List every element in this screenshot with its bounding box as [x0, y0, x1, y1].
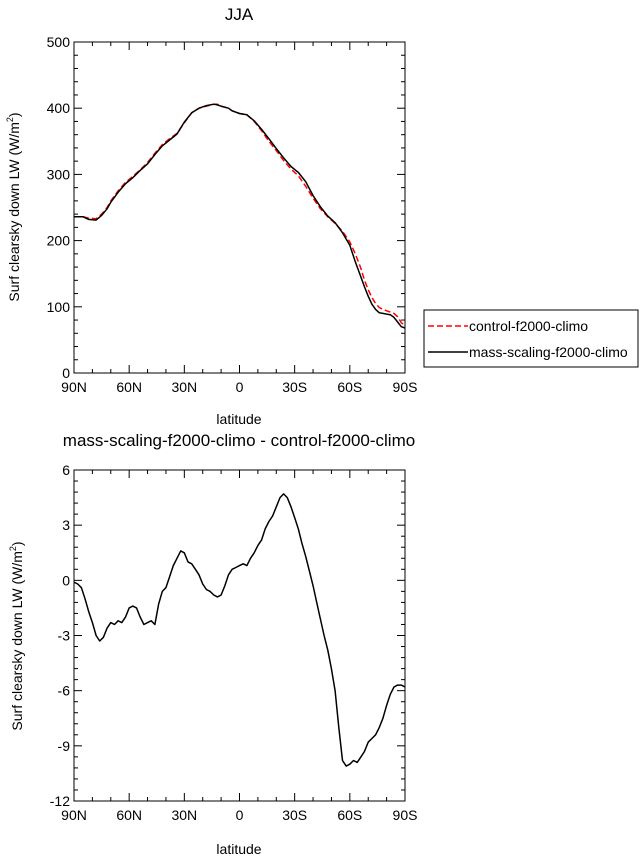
chart-2-y-tick-labels: 6 3 0 -3 -6 -9 -12 [50, 462, 70, 809]
x-tick-label: 90N [61, 379, 87, 395]
chart-1-plot-frame [73, 41, 406, 374]
x-tick-label: 90S [393, 379, 418, 395]
x-tick-label: 60S [337, 379, 362, 395]
y-tick-label: 500 [47, 34, 71, 50]
y-tick-label: 0 [62, 572, 70, 588]
chart-2-ticks [73, 469, 406, 802]
y-tick-label: -6 [58, 683, 71, 699]
chart-2-series [73, 493, 406, 767]
y-tick-label: 400 [47, 100, 71, 116]
y-tick-label: -9 [58, 738, 71, 754]
x-tick-label: 60N [116, 379, 142, 395]
chart-2-plot-frame [73, 469, 406, 802]
chart-1-y-tick-labels: 0 100 200 300 400 500 [47, 34, 71, 381]
chart-1-ticks [73, 41, 406, 374]
chart-1-title: JJA [225, 5, 254, 24]
chart-1-x-tick-labels: 90N 60N 30N 0 30S 60S 90S [61, 379, 417, 395]
y-tick-label: 6 [62, 462, 70, 478]
y-tick-label: 300 [47, 166, 71, 182]
x-tick-label: 30S [282, 807, 307, 823]
chart-1-series [74, 103, 406, 329]
x-tick-label: 0 [236, 807, 244, 823]
y-tick-label: 0 [62, 365, 70, 381]
y-tick-label: 200 [47, 233, 71, 249]
chart-1-x-axis-label: latitude [216, 411, 261, 427]
y-tick-label: -3 [58, 628, 71, 644]
chart-2-x-tick-labels: 90N 60N 30N 0 30S 60S 90S [61, 807, 417, 823]
x-tick-label: 30N [171, 807, 197, 823]
series-line-mass-scaling-f2000-climo [74, 103, 406, 329]
y-tick-label: 100 [47, 299, 71, 315]
x-tick-label: 30N [171, 379, 197, 395]
chart-1: JJA 0 100 200 300 400 500 90N 60N 30N 0 30S 60S 90S… [5, 5, 639, 427]
x-tick-label: 90N [61, 807, 87, 823]
chart-2: mass-scaling-f2000-climo - control-f2000… [8, 431, 417, 857]
x-tick-label: 30S [282, 379, 307, 395]
y-tick-label: 3 [62, 517, 70, 533]
series-line-mass-scaling-f2000-climo-control-f2000-climo [73, 493, 406, 767]
legend-label-control: control-f2000-climo [469, 318, 588, 334]
series-line-control-f2000-climo [74, 103, 406, 326]
x-tick-label: 60N [116, 807, 142, 823]
x-tick-label: 0 [236, 379, 244, 395]
x-tick-label: 60S [337, 807, 362, 823]
y-tick-label: -12 [50, 793, 70, 809]
chart-2-y-axis-label: Surf clearsky down LW (W/m2) [8, 541, 25, 730]
chart-2-x-axis-label: latitude [216, 841, 261, 857]
legend-label-mass-scaling: mass-scaling-f2000-climo [469, 344, 628, 360]
legend-box [423, 309, 639, 368]
x-tick-label: 90S [393, 807, 418, 823]
chart-1-y-axis-label: Surf clearsky down LW (W/m2) [5, 112, 22, 301]
chart-1-legend: control-f2000-climo mass-scaling-f2000-c… [423, 309, 639, 368]
chart-2-title: mass-scaling-f2000-climo - control-f2000… [63, 431, 415, 450]
